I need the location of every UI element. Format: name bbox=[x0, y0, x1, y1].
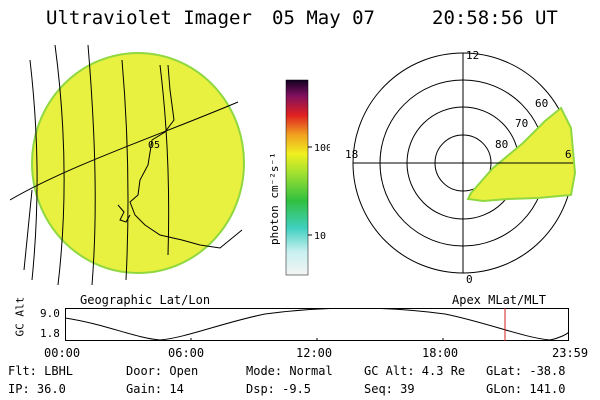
info-gain: Gain: 14 bbox=[126, 382, 184, 396]
xtick-0600: 06:00 bbox=[168, 346, 205, 360]
info-gc-alt: GC Alt: 4.3 Re bbox=[364, 364, 466, 378]
geo-grid-label: 05 bbox=[148, 140, 160, 151]
colorbar-scale bbox=[285, 79, 309, 276]
altitude-curve bbox=[65, 308, 570, 341]
geo-caption: Geographic Lat/Lon bbox=[80, 293, 211, 307]
mlt-label-12: 12 bbox=[466, 49, 479, 62]
mlat-label-60: 60 bbox=[535, 97, 548, 110]
colorbar-tick-100: 100 bbox=[314, 143, 330, 154]
mlt-label-18: 18 bbox=[345, 148, 358, 161]
xtick-1200: 12:00 bbox=[296, 346, 333, 360]
altitude-ytick-1.8: 1.8 bbox=[40, 327, 60, 340]
altitude-ytick-9: 9.0 bbox=[40, 307, 60, 320]
info-glat: GLat: -38.8 bbox=[486, 364, 566, 378]
altitude-ylabel: GC Alt bbox=[13, 296, 27, 337]
xtick-1800: 18:00 bbox=[422, 346, 459, 360]
info-seq: Seq: 39 bbox=[364, 382, 415, 396]
altitude-plot bbox=[65, 308, 570, 341]
xtick-2359: 23:59 bbox=[552, 346, 589, 360]
info-dsp: Dsp: -9.5 bbox=[246, 382, 312, 396]
mlat-label-70: 70 bbox=[515, 117, 528, 130]
xtick-0000: 00:00 bbox=[44, 346, 81, 360]
image-time: 20:58:56 UT bbox=[432, 7, 558, 29]
mlt-label-6: 6 bbox=[565, 148, 572, 161]
uv-image-disk bbox=[31, 52, 245, 274]
mlat-label-80: 80 bbox=[495, 138, 508, 151]
polar-mlat-mlt-panel: 12 18 6 0 60 70 80 bbox=[345, 49, 577, 286]
info-door: Door: Open bbox=[126, 364, 199, 378]
instrument-title: Ultraviolet Imager bbox=[46, 7, 252, 29]
colorbar: 100 10 photon cm⁻²s⁻¹ bbox=[268, 79, 330, 276]
polar-caption: Apex MLat/MLT bbox=[452, 293, 546, 307]
colorbar-unit-label: photon cm⁻²s⁻¹ bbox=[268, 152, 281, 245]
info-glon: GLon: 141.0 bbox=[486, 382, 566, 396]
colorbar-tick-10: 10 bbox=[314, 231, 326, 242]
info-flt: Flt: LBHL bbox=[8, 364, 74, 378]
mlt-label-0: 0 bbox=[466, 273, 473, 286]
info-mode: Mode: Normal bbox=[246, 364, 333, 378]
polar-image-region bbox=[466, 106, 577, 203]
image-date: 05 May 07 bbox=[272, 7, 375, 29]
info-ip: IP: 36.0 bbox=[8, 382, 66, 396]
geographic-image-panel: 05 bbox=[10, 44, 245, 286]
